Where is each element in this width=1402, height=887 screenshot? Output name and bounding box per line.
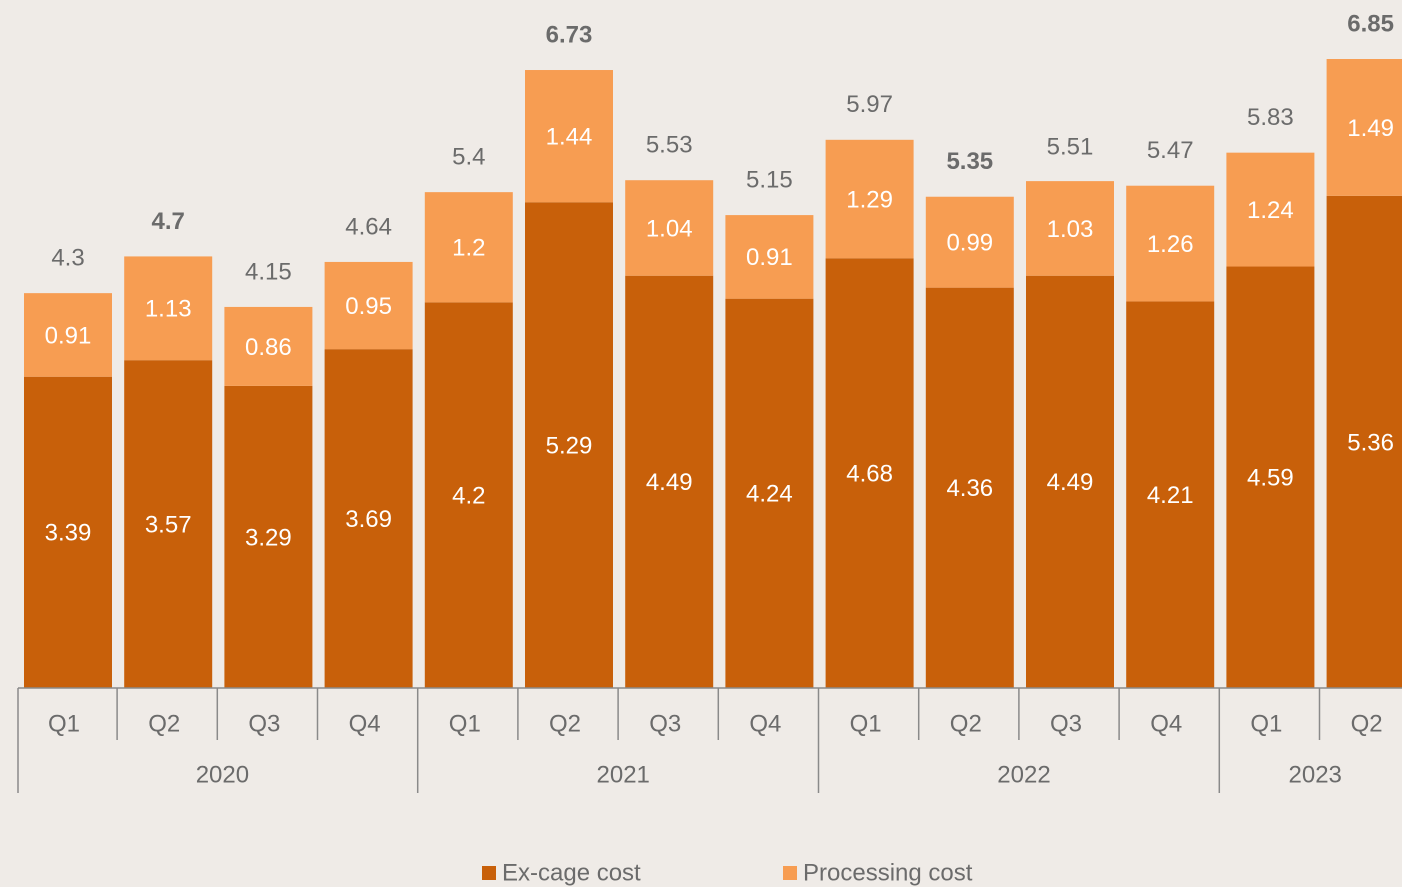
total-label: 4.15 bbox=[245, 258, 292, 285]
value-label: 0.86 bbox=[245, 334, 292, 361]
value-label: 1.2 bbox=[452, 235, 485, 262]
bar-segment bbox=[1026, 275, 1114, 688]
bar-segment bbox=[825, 258, 914, 688]
value-label: 0.95 bbox=[345, 293, 392, 320]
value-label: 4.24 bbox=[746, 481, 793, 508]
bar-segment bbox=[925, 287, 1014, 688]
value-label: 1.44 bbox=[546, 123, 593, 150]
value-label: 4.21 bbox=[1147, 482, 1194, 509]
bar-segment bbox=[725, 298, 814, 688]
x-tick-label: Q4 bbox=[749, 710, 781, 737]
bar-segment bbox=[525, 202, 613, 689]
x-tick-label: Q1 bbox=[48, 710, 80, 737]
bar-segment bbox=[324, 261, 413, 350]
year-label: 2020 bbox=[196, 761, 249, 788]
value-label: 1.49 bbox=[1347, 115, 1394, 142]
bar-segment bbox=[1226, 152, 1315, 267]
bar-segment bbox=[625, 180, 714, 276]
bar-segment bbox=[124, 360, 213, 688]
year-label: 2022 bbox=[997, 761, 1050, 788]
bar-segment bbox=[224, 385, 313, 688]
x-tick-label: Q3 bbox=[1050, 710, 1082, 737]
x-tick-label: Q2 bbox=[148, 710, 180, 737]
legend-label: Processing cost bbox=[803, 859, 973, 886]
value-label: 3.39 bbox=[45, 520, 92, 547]
bar-segment bbox=[24, 376, 112, 688]
value-label: 4.36 bbox=[946, 475, 993, 502]
value-label: 0.91 bbox=[746, 244, 793, 271]
legend-label: Ex-cage cost bbox=[502, 859, 641, 886]
total-label: 5.51 bbox=[1047, 133, 1094, 160]
bar-segment bbox=[825, 139, 914, 259]
total-label: 5.4 bbox=[452, 143, 485, 170]
total-label: 4.64 bbox=[345, 213, 392, 240]
bar-segment bbox=[124, 256, 213, 361]
bar-segment bbox=[224, 306, 313, 386]
value-label: 1.29 bbox=[846, 186, 893, 213]
value-label: 0.91 bbox=[45, 322, 92, 349]
x-tick-label: Q2 bbox=[549, 710, 581, 737]
value-label: 4.49 bbox=[1047, 469, 1094, 496]
total-label: 6.73 bbox=[546, 21, 593, 48]
bar-segment bbox=[1326, 195, 1402, 689]
total-label: 5.53 bbox=[646, 132, 693, 159]
value-label: 1.04 bbox=[646, 215, 693, 242]
total-label: 6.85 bbox=[1347, 10, 1394, 37]
value-label: 1.24 bbox=[1247, 197, 1294, 224]
total-label: 4.3 bbox=[51, 244, 84, 271]
total-label: 5.97 bbox=[846, 91, 893, 118]
bar-segment bbox=[1326, 59, 1402, 196]
x-tick-label: Q1 bbox=[449, 710, 481, 737]
bar-segment bbox=[925, 196, 1014, 288]
bar-segment bbox=[1026, 181, 1114, 276]
value-label: 3.29 bbox=[245, 524, 292, 551]
total-label: 5.35 bbox=[946, 148, 993, 175]
x-tick-label: Q1 bbox=[850, 710, 882, 737]
bar-segment bbox=[424, 192, 513, 303]
x-tick-label: Q3 bbox=[649, 710, 681, 737]
bar-segment bbox=[725, 215, 814, 299]
value-label: 1.13 bbox=[145, 296, 192, 323]
bar-segment bbox=[1226, 266, 1315, 688]
value-label: 5.29 bbox=[546, 432, 593, 459]
value-label: 4.2 bbox=[452, 483, 485, 510]
total-label: 5.83 bbox=[1247, 104, 1294, 131]
value-label: 0.99 bbox=[946, 230, 993, 257]
bar-segment bbox=[525, 70, 613, 203]
bar-segment bbox=[625, 275, 714, 688]
value-label: 4.68 bbox=[846, 460, 893, 487]
x-tick-label: Q1 bbox=[1250, 710, 1282, 737]
total-label: 5.15 bbox=[746, 166, 793, 193]
bar-segment bbox=[424, 302, 513, 688]
bar-segment bbox=[324, 349, 413, 688]
value-label: 4.49 bbox=[646, 469, 693, 496]
year-label: 2021 bbox=[597, 761, 650, 788]
legend-swatch bbox=[482, 866, 496, 880]
value-label: 4.59 bbox=[1247, 465, 1294, 492]
x-tick-label: Q4 bbox=[1150, 710, 1182, 737]
value-label: 5.36 bbox=[1347, 429, 1394, 456]
year-label: 2023 bbox=[1289, 761, 1342, 788]
value-label: 1.26 bbox=[1147, 231, 1194, 258]
value-label: 3.69 bbox=[345, 506, 392, 533]
value-label: 3.57 bbox=[145, 511, 192, 538]
legend-swatch bbox=[783, 866, 797, 880]
total-label: 5.47 bbox=[1147, 137, 1194, 164]
bar-segment bbox=[1126, 301, 1215, 688]
total-label: 4.7 bbox=[152, 208, 185, 235]
x-tick-label: Q2 bbox=[950, 710, 982, 737]
value-label: 1.03 bbox=[1047, 216, 1094, 243]
bar-segment bbox=[24, 293, 112, 377]
x-tick-label: Q4 bbox=[349, 710, 381, 737]
x-tick-label: Q2 bbox=[1351, 710, 1383, 737]
x-tick-label: Q3 bbox=[248, 710, 280, 737]
bar-segment bbox=[1126, 185, 1215, 302]
